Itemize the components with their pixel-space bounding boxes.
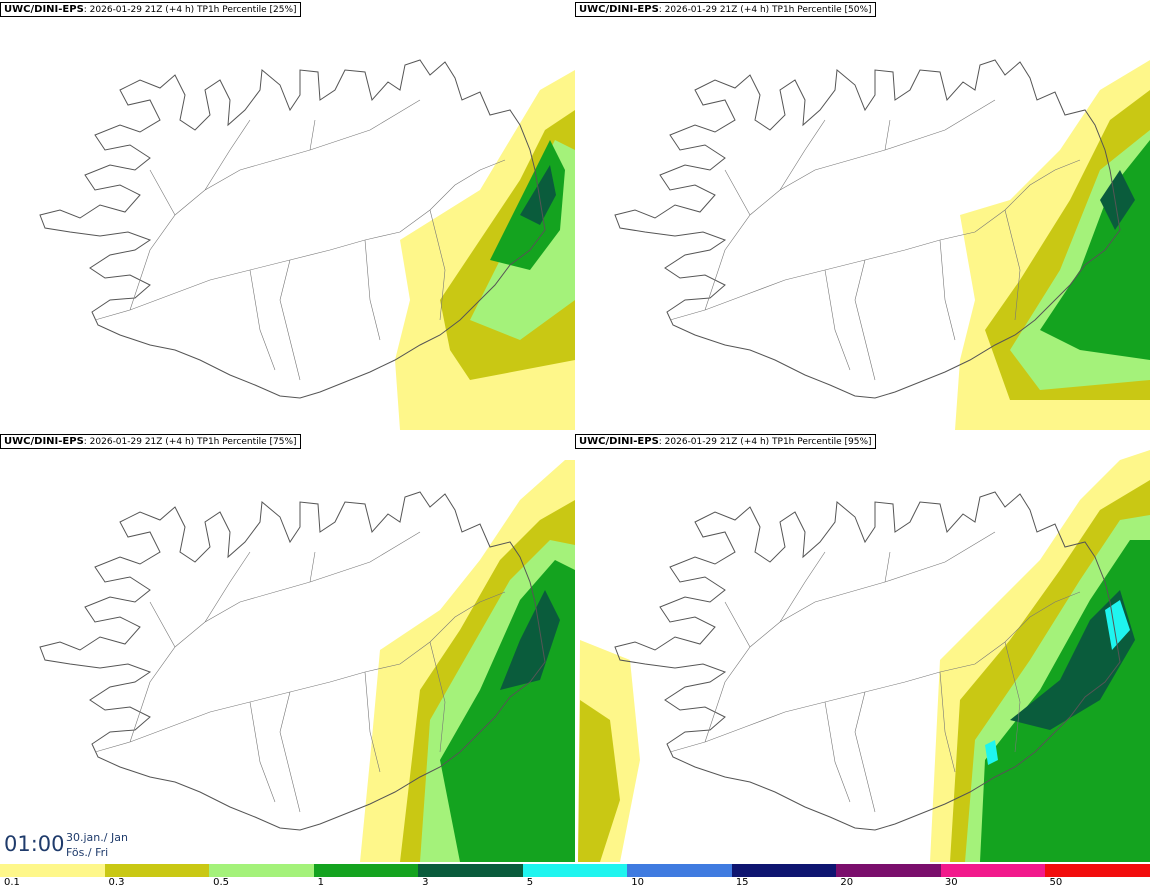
run-info: : 2026-01-29 21Z (+4 h)	[83, 437, 195, 447]
precip-area	[520, 165, 556, 225]
colorbar-swatch	[104, 864, 210, 877]
colorbar-label: 50	[1049, 877, 1063, 888]
colorbar-label: 0.1	[4, 877, 20, 888]
colorbar-label: 15	[735, 877, 749, 888]
coastline	[614, 491, 1121, 831]
colorbar-swatch	[313, 864, 419, 877]
panel-title: UWC/DINI-EPS: 2026-01-29 21Z (+4 h) TP1h…	[575, 2, 876, 17]
run-info: : 2026-01-29 21Z (+4 h)	[658, 437, 770, 447]
colorbar-label: 1	[317, 877, 324, 888]
timestamp-box: 01:00 30.jan./ Jan Fös./ Fri	[0, 828, 140, 864]
roads	[94, 99, 506, 381]
coastline	[614, 59, 1121, 399]
colorbar-swatch	[731, 864, 837, 877]
run-info: : 2026-01-29 21Z (+4 h)	[83, 5, 195, 15]
precipitation-map	[578, 450, 1150, 862]
precip-area	[500, 590, 560, 690]
colorbar-label: 5	[526, 877, 534, 888]
field-name: TP1h Percentile [50%]	[769, 5, 872, 15]
coastline	[39, 491, 546, 831]
roads	[94, 531, 506, 813]
model-name: UWC/DINI-EPS	[4, 4, 84, 15]
colorbar-swatch	[836, 864, 941, 877]
colorbar-swatch	[627, 864, 732, 877]
field-name: TP1h Percentile [25%]	[194, 5, 297, 15]
colorbar-swatch	[418, 864, 523, 877]
colorbar-swatch	[0, 864, 105, 877]
colorbar-label: 10	[631, 877, 644, 888]
roads	[669, 99, 1081, 381]
panel-title: UWC/DINI-EPS: 2026-01-29 21Z (+4 h) TP1h…	[0, 434, 301, 449]
precip-area	[1010, 590, 1135, 730]
date-label-2: Fös./ Fri	[66, 846, 109, 859]
model-name: UWC/DINI-EPS	[4, 436, 84, 447]
precip-area	[1100, 170, 1135, 230]
colorbar-swatch	[1045, 864, 1150, 877]
colorbar-label: 3	[422, 877, 429, 888]
precipitation-map	[39, 59, 575, 430]
panel-title: UWC/DINI-EPS: 2026-01-29 21Z (+4 h) TP1h…	[0, 2, 301, 17]
colorbar-label: 30	[944, 877, 958, 888]
run-info: : 2026-01-29 21Z (+4 h)	[658, 5, 770, 15]
colorbar-label: 0.3	[108, 877, 125, 888]
date-label-1: 30.jan./ Jan	[66, 831, 128, 844]
map-panel: UWC/DINI-EPS: 2026-01-29 21Z (+4 h) TP1h…	[575, 0, 1150, 430]
precipitation-map	[614, 59, 1150, 430]
field-name: TP1h Percentile [75%]	[194, 437, 297, 447]
roads	[669, 531, 1081, 813]
coastline	[39, 59, 546, 399]
map-panel: UWC/DINI-EPS: 2026-01-29 21Z (+4 h) TP1h…	[0, 0, 575, 430]
time-label: 01:00	[4, 832, 65, 856]
precipitation-colorbar	[0, 864, 1150, 877]
precip-area	[985, 600, 1130, 765]
colorbar-labels: 0.1 0.3 0.5 1 3 5 10 15 20 30 50	[0, 877, 1150, 891]
model-name: UWC/DINI-EPS	[579, 4, 659, 15]
map-panel: UWC/DINI-EPS: 2026-01-29 21Z (+4 h) TP1h…	[0, 432, 575, 862]
colorbar-label: 20	[840, 877, 854, 888]
colorbar-swatch	[522, 864, 628, 877]
colorbar-label: 0.5	[213, 877, 229, 888]
field-name: TP1h Percentile [95%]	[769, 437, 872, 447]
colorbar-swatch	[940, 864, 1046, 877]
colorbar-swatch	[209, 864, 314, 877]
panel-title: UWC/DINI-EPS: 2026-01-29 21Z (+4 h) TP1h…	[575, 434, 876, 449]
map-panel: UWC/DINI-EPS: 2026-01-29 21Z (+4 h) TP1h…	[575, 432, 1150, 862]
model-name: UWC/DINI-EPS	[579, 436, 659, 447]
precipitation-map	[39, 460, 575, 862]
